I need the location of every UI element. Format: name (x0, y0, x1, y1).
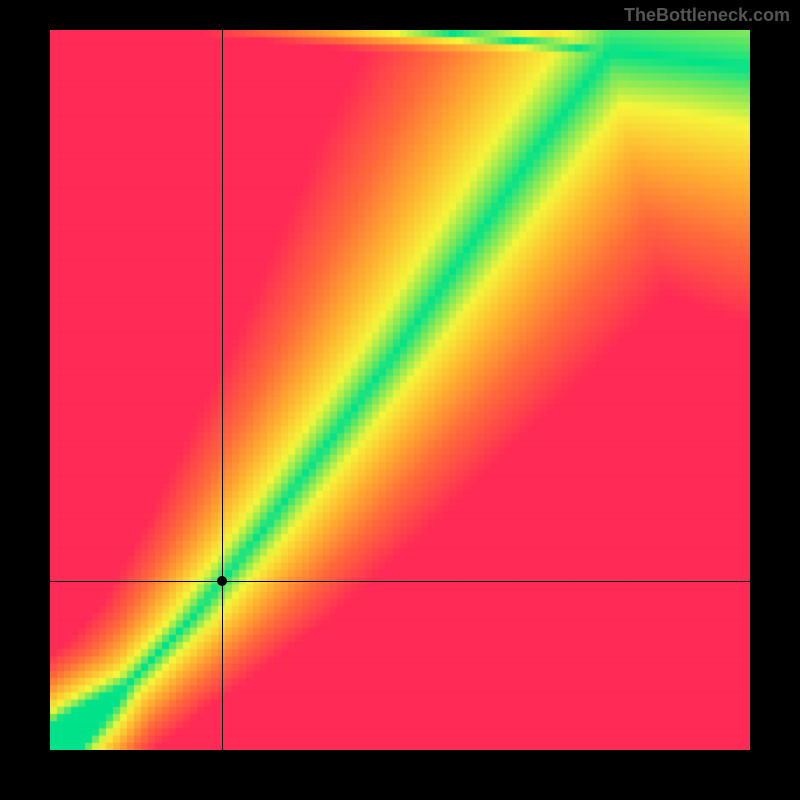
watermark-text: TheBottleneck.com (624, 5, 790, 26)
crosshair-horizontal (50, 581, 750, 582)
crosshair-vertical (222, 30, 223, 750)
heatmap-canvas (50, 30, 750, 750)
marker-dot (217, 576, 227, 586)
heatmap-plot (50, 30, 750, 750)
